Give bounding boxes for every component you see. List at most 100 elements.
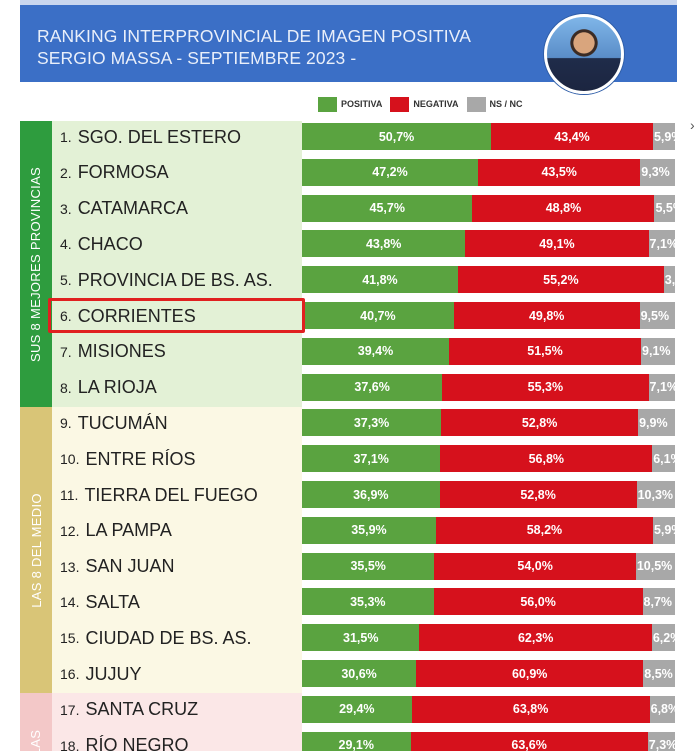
bar-positiva: 41,8% [302,266,458,294]
table-row: 7. MISIONES 39,4% 51,5% 9,1% [0,334,700,370]
province-name: CATAMARCA [77,198,189,219]
province-label: 12. LA PAMPA [60,513,172,549]
table-row: 8. LA RIOJA 37,6%55,3%7,1% [0,370,700,406]
rank-number: 8. [60,379,72,396]
province-name: SANTA CRUZ [85,699,199,720]
table-row: 9. TUCUMÁN 37,3% 52,8% 9,9% [0,405,700,441]
bar-positiva: 35,9% [302,516,436,544]
table-row: 6. CORRIENTES 40,7% 49,8% 9,5% [0,298,700,334]
province-name: MISIONES [77,341,166,362]
rank-number: 12. [60,522,80,539]
rank-number: 15. [60,630,80,647]
province-label: 3. CATAMARCA [60,191,188,227]
legend-swatch-positiva [318,96,337,112]
bar-negativa: 43,4% [491,123,653,150]
bar-positiva: 39,4% [302,337,449,365]
table-row: 1. SGO. DEL ESTERO 50,7%43,4%5,9% [0,119,700,155]
bar-nsnc: 7,3% [647,731,675,751]
province-name: CHACO [77,233,143,254]
table-row: 2. FORMOSA 47,2% 43,5% 9,3% [0,155,700,191]
top-strip [20,0,677,5]
bar-negativa: 56,0% [433,588,643,616]
rank-number: 5. [60,272,72,289]
province-label: 9. TUCUMÁN [60,405,168,441]
table-row: 10. ENTRE RÍOS 37,1%56,8%6,1% [0,441,700,477]
province-label: 7. MISIONES [60,334,166,370]
bar-positiva: 37,1% [302,445,441,473]
portrait-photo [544,14,624,94]
highlight-box-corrientes [48,298,305,333]
legend-label-positiva: POSITIVA [341,99,383,109]
legend-swatch-negativa [390,96,410,112]
province-label: 15. CIUDAD DE BS. AS. [60,620,252,656]
rank-number: 9. [60,415,72,432]
bar-nsnc: 6,2% [651,624,675,652]
legend-item-negativa: NEGATIVA [390,96,459,112]
bar-positiva: 45,7% [302,194,473,222]
rank-number: 18. [60,737,80,751]
bar-positiva: 30,6% [302,660,417,687]
chevron-right-icon: › [690,117,695,133]
province-name: LA RIOJA [77,377,157,398]
bar-negativa: 49,1% [465,230,649,258]
rank-number: 2. [60,164,72,181]
legend-item-nsnc: NS / NC [466,96,523,112]
table-row: 15. CIUDAD DE BS. AS. 31,5%62,3%6,2% [0,620,700,656]
bar-nsnc: 5,9% [652,123,675,150]
bar-negativa: 49,8% [453,302,640,329]
bar-positiva: 31,5% [302,624,420,652]
table-row: 17. SANTA CRUZ 29,4%63,8%6,8% [0,692,700,728]
bar-negativa: 52,8% [439,481,637,508]
bar-positiva: 50,7% [302,123,492,150]
province-label: 10. ENTRE RÍOS [60,441,195,477]
bar-nsnc: 8,5% [643,660,675,687]
bar-negativa: 58,2% [435,516,653,544]
rank-number: 17. [60,701,80,718]
bar-nsnc: 7,1% [648,230,675,258]
bar-nsnc: 9,1% [641,337,675,365]
table-row: 13. SAN JUAN 35,5% 54,0% 10,5% [0,549,700,585]
bar-nsnc: 9,5% [639,302,675,329]
province-name: PROVINCIA DE BS. AS. [77,269,273,290]
rank-number: 14. [60,594,80,611]
chart-title-line2: SERGIO MASSA - SEPTIEMBRE 2023 - [37,48,357,68]
bar-negativa: 63,8% [411,695,650,723]
group-bg-best [52,121,302,407]
bar-positiva: 29,4% [302,695,412,723]
legend-label-nsnc: NS / NC [489,99,523,109]
province-name: TUCUMÁN [77,412,168,433]
rank-number: 4. [60,236,72,253]
chart-title-line1: RANKING INTERPROVINCIAL DE IMAGEN POSITI… [37,26,471,46]
bar-negativa: 62,3% [419,624,652,652]
province-label: 4. CHACO [60,226,143,262]
group-band-best: SUS 8 MEJORES PROVINCIAS [20,121,52,407]
bar-nsnc: 9,3% [640,158,675,186]
bar-positiva: 29,1% [302,731,411,751]
group-band-worst: LAS [20,693,52,751]
bar-nsnc: 6,8% [649,695,675,723]
province-label: 14. SALTA [60,584,140,620]
bar-nsnc: 5,5% [654,194,675,222]
rank-number: 1. [60,129,72,145]
group-band-middle: LAS 8 DEL MEDIO [20,407,52,693]
legend-swatch-nsnc [466,96,486,112]
bar-nsnc: 10,3% [636,481,675,508]
province-name: CIUDAD DE BS. AS. [85,627,252,648]
province-name: ENTRE RÍOS [85,448,196,469]
table-row: 12. LA PAMPA 35,9%58,2%5,9% [0,513,700,549]
bar-negativa: 52,8% [441,409,639,437]
bar-positiva: 35,3% [302,588,434,616]
province-label: 2. FORMOSA [60,155,169,191]
table-row: 5. PROVINCIA DE BS. AS. 41,8%55,2%3,0% [0,262,700,298]
province-label: 13. SAN JUAN [60,549,174,585]
table-row: 3. CATAMARCA 45,7%48,8%5,5% [0,191,700,227]
province-name: JUJUY [85,663,142,684]
province-name: LA PAMPA [85,520,172,541]
bar-positiva: 37,6% [302,373,443,401]
bar-positiva: 36,9% [302,481,440,508]
province-name: SALTA [85,591,140,612]
bar-negativa: 54,0% [434,552,636,580]
group-bg-middle [52,407,302,693]
rank-number: 10. [60,451,80,468]
rank-number: 6. [60,308,72,324]
